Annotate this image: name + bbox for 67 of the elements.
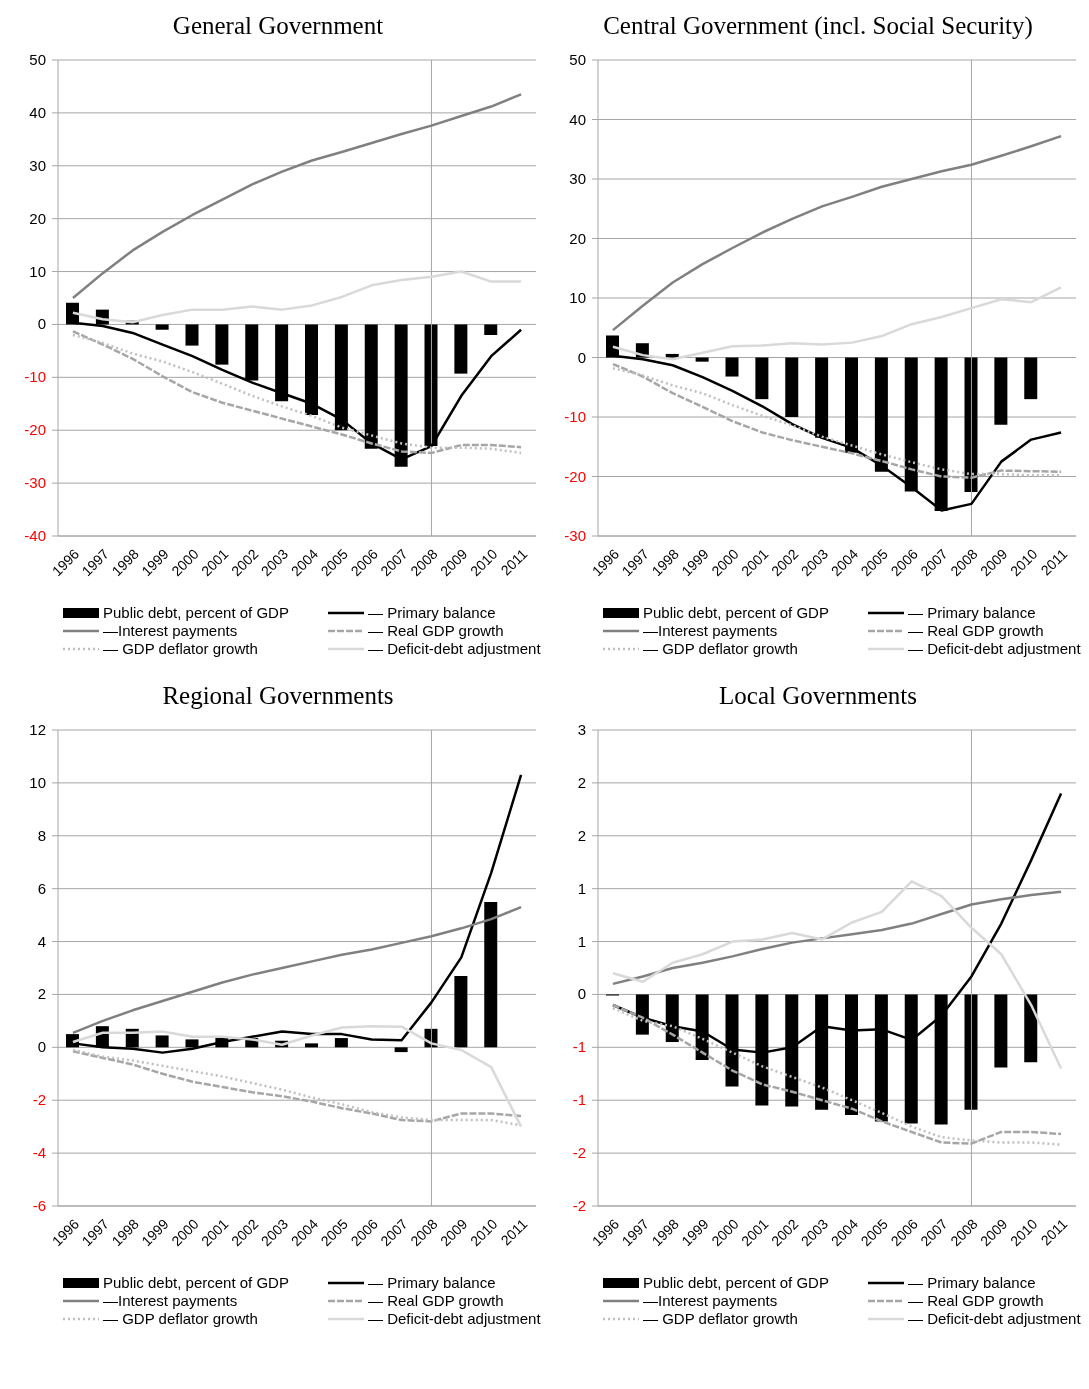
- y-tick-label: 12: [29, 721, 46, 738]
- legend-label: — GDP deflator growth: [643, 1310, 798, 1328]
- y-tick-label: 10: [29, 773, 46, 791]
- y-tick-label: -30: [564, 527, 586, 544]
- y-tick-label: 50: [569, 51, 586, 68]
- y-tick-label: -1: [572, 1038, 586, 1056]
- legend-label: — Deficit-debt adjustment: [908, 1310, 1081, 1328]
- y-tick-label: -1: [572, 1091, 586, 1109]
- legend-label: — Real GDP growth: [908, 622, 1044, 640]
- y-tick-label: -20: [24, 421, 46, 439]
- y-tick-label: 0: [37, 1038, 46, 1056]
- y-tick-label: 40: [569, 110, 586, 128]
- legend-label: Public debt, percent of GDP: [643, 1274, 829, 1292]
- y-tick-label: 20: [569, 229, 586, 247]
- y-tick-label: -2: [572, 1197, 586, 1214]
- y-tick-label: 10: [569, 289, 586, 306]
- y-tick-label: 4: [37, 932, 46, 950]
- y-tick-label: 0: [577, 348, 586, 366]
- y-tick-label: -10: [564, 408, 586, 425]
- y-tick-label: 2: [577, 773, 586, 791]
- legend-label: — Primary balance: [908, 1274, 1036, 1292]
- y-tick-label: 20: [29, 209, 46, 227]
- legend-label: — Deficit-debt adjustment: [908, 640, 1081, 658]
- chart-title: Regional Governments: [161, 681, 395, 711]
- chart-title: Central Government (incl. Social Security): [602, 11, 1034, 42]
- chart-title: General Government: [171, 11, 385, 41]
- y-tick-label: 2: [37, 985, 46, 1003]
- legend-label: —Interest payments: [103, 622, 238, 640]
- y-tick-label: 0: [37, 315, 46, 333]
- y-tick-label: 10: [29, 262, 46, 280]
- y-tick-label: 6: [37, 879, 46, 897]
- y-tick-label: -30: [24, 474, 46, 492]
- legend-label: —Interest payments: [643, 1292, 778, 1310]
- y-tick-label: 1: [577, 932, 586, 950]
- y-tick-label: 30: [29, 156, 46, 174]
- y-tick-label: 50: [29, 51, 46, 68]
- legend-label: — Primary balance: [368, 1274, 496, 1292]
- y-tick-label: 40: [29, 103, 46, 121]
- legend-label: — Deficit-debt adjustment: [368, 1310, 541, 1328]
- legend-label: — Real GDP growth: [368, 622, 504, 640]
- y-tick-label: -40: [24, 527, 46, 544]
- y-tick-label: -20: [564, 467, 586, 485]
- y-tick-label: -2: [32, 1091, 46, 1109]
- legend-label: — Real GDP growth: [368, 1292, 504, 1310]
- chart-title: Local Governments: [718, 681, 918, 711]
- y-tick-label: -6: [32, 1197, 46, 1214]
- y-tick-label: -10: [24, 368, 46, 386]
- legend-label: — Deficit-debt adjustment: [368, 640, 541, 658]
- legend-label: Public debt, percent of GDP: [103, 604, 289, 622]
- y-tick-label: 1: [577, 879, 586, 897]
- legend-label: — Primary balance: [368, 604, 496, 622]
- legend-label: — GDP deflator growth: [103, 640, 258, 658]
- legend-label: —Interest payments: [103, 1292, 238, 1310]
- y-tick-label: -4: [32, 1144, 46, 1162]
- legend-label: — Primary balance: [908, 604, 1036, 622]
- legend-label: — Real GDP growth: [908, 1292, 1044, 1310]
- legend-label: —Interest payments: [643, 622, 778, 640]
- y-tick-label: -2: [572, 1144, 586, 1162]
- legend-label: Public debt, percent of GDP: [643, 604, 829, 622]
- y-tick-label: 3: [577, 721, 586, 738]
- legend-label: — GDP deflator growth: [643, 640, 798, 658]
- legend-label: Public debt, percent of GDP: [103, 1274, 289, 1292]
- y-tick-label: 2: [577, 826, 586, 844]
- legend-label: — GDP deflator growth: [103, 1310, 258, 1328]
- y-tick-label: 8: [37, 826, 46, 844]
- y-tick-label: 0: [577, 985, 586, 1003]
- y-tick-label: 30: [569, 170, 586, 187]
